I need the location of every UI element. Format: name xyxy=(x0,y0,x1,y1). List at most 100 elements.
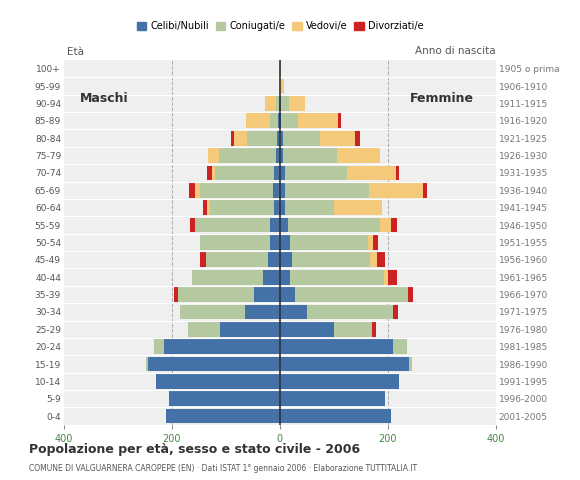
Bar xyxy=(334,200,382,215)
Bar xyxy=(202,200,207,215)
Bar xyxy=(276,96,279,111)
Bar xyxy=(280,374,398,389)
Bar xyxy=(190,217,194,232)
Bar xyxy=(396,166,398,180)
Bar xyxy=(147,357,280,372)
Bar xyxy=(208,148,219,163)
Bar xyxy=(207,200,209,215)
Bar xyxy=(384,270,389,285)
Bar xyxy=(282,131,320,145)
Text: Età: Età xyxy=(67,47,84,57)
Bar xyxy=(280,287,295,302)
Bar xyxy=(285,183,369,198)
Bar xyxy=(166,409,280,423)
Bar xyxy=(281,96,289,111)
Bar xyxy=(270,235,280,250)
Bar xyxy=(277,131,280,145)
Bar xyxy=(193,270,263,285)
Bar xyxy=(280,339,393,354)
Text: Anno di nascita: Anno di nascita xyxy=(415,47,496,56)
Bar xyxy=(369,183,423,198)
Bar xyxy=(389,270,397,285)
Bar xyxy=(282,148,336,163)
Bar xyxy=(155,374,280,389)
Text: COMUNE DI VALGUARNERA CAROPEPE (EN) · Dati ISTAT 1° gennaio 2006 · Elaborazione : COMUNE DI VALGUARNERA CAROPEPE (EN) · Da… xyxy=(29,464,417,473)
Bar xyxy=(393,304,398,319)
Bar xyxy=(289,235,368,250)
Bar xyxy=(380,217,390,232)
Bar xyxy=(248,131,277,145)
Bar xyxy=(215,166,274,180)
Bar xyxy=(292,252,370,267)
Bar xyxy=(376,252,385,267)
Text: Maschi: Maschi xyxy=(80,92,129,105)
Bar xyxy=(285,200,334,215)
Bar xyxy=(201,252,206,267)
Bar xyxy=(280,391,385,406)
Bar xyxy=(280,166,285,180)
Bar xyxy=(372,322,376,336)
Bar xyxy=(188,183,195,198)
Legend: Celibi/Nubili, Coniugati/e, Vedovi/e, Divorziati/e: Celibi/Nubili, Coniugati/e, Vedovi/e, Di… xyxy=(133,17,427,35)
Bar xyxy=(298,113,338,128)
Bar xyxy=(320,131,356,145)
Bar xyxy=(280,61,281,76)
Bar xyxy=(273,183,280,198)
Bar xyxy=(280,79,284,94)
Bar xyxy=(280,113,281,128)
Bar xyxy=(280,148,282,163)
Bar xyxy=(393,339,407,354)
Text: Femmine: Femmine xyxy=(409,92,473,105)
Bar xyxy=(370,252,376,267)
Bar xyxy=(285,166,347,180)
Bar xyxy=(219,148,276,163)
Bar xyxy=(212,166,215,180)
Bar xyxy=(254,287,280,302)
Bar xyxy=(288,217,380,232)
Bar xyxy=(263,270,280,285)
Bar xyxy=(194,217,270,232)
Bar xyxy=(207,166,212,180)
Bar xyxy=(209,200,274,215)
Bar xyxy=(195,183,201,198)
Bar xyxy=(146,357,147,372)
Bar xyxy=(274,200,280,215)
Bar xyxy=(180,304,245,319)
Bar xyxy=(270,113,278,128)
Bar xyxy=(231,131,234,145)
Bar xyxy=(280,409,390,423)
Bar xyxy=(334,322,372,336)
Bar xyxy=(164,339,280,354)
Bar xyxy=(268,252,280,267)
Bar xyxy=(374,235,378,250)
Bar xyxy=(280,252,292,267)
Bar xyxy=(169,391,280,406)
Bar xyxy=(280,200,285,215)
Bar xyxy=(220,322,280,336)
Bar xyxy=(281,113,298,128)
Bar xyxy=(200,235,270,250)
Bar xyxy=(188,322,220,336)
Bar xyxy=(408,287,413,302)
Bar xyxy=(356,131,360,145)
Bar xyxy=(280,131,282,145)
Bar xyxy=(270,217,280,232)
Bar xyxy=(246,113,270,128)
Bar xyxy=(390,217,397,232)
Bar xyxy=(280,322,334,336)
Bar xyxy=(178,287,254,302)
Bar xyxy=(276,148,280,163)
Bar xyxy=(201,183,273,198)
Bar xyxy=(274,166,280,180)
Bar xyxy=(423,183,427,198)
Bar xyxy=(280,96,281,111)
Bar xyxy=(295,287,408,302)
Bar xyxy=(279,96,280,111)
Bar xyxy=(280,235,289,250)
Bar xyxy=(245,304,280,319)
Bar xyxy=(154,339,164,354)
Bar xyxy=(289,96,305,111)
Bar xyxy=(206,252,268,267)
Bar xyxy=(307,304,393,319)
Bar xyxy=(278,113,280,128)
